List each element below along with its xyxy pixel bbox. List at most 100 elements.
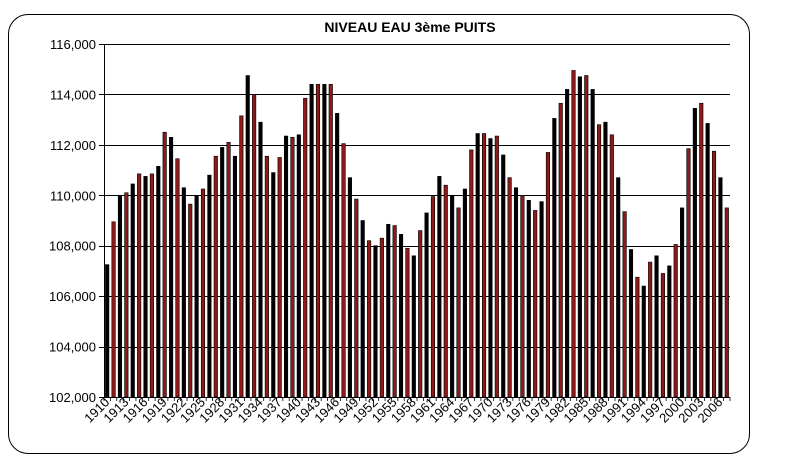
bar-1993: [635, 276, 640, 398]
y-tick-labels: 102,000 104,000 106,000 108,000 110,000 112,0…: [49, 37, 96, 405]
bar-1962: [437, 176, 442, 398]
bar-1965: [456, 207, 461, 398]
bar-1947: [341, 143, 346, 398]
bar-1970: [488, 138, 493, 398]
bar-1992: [628, 249, 634, 398]
y-tick-label: 106,000: [49, 289, 96, 304]
y-tick-label: 110,000: [50, 188, 96, 203]
bar-1925: [200, 188, 206, 398]
bar-1950: [360, 220, 365, 398]
bar-1928: [220, 147, 225, 398]
bar-1944: [322, 84, 327, 398]
bar-1990: [616, 177, 621, 398]
bar-2002: [692, 108, 697, 398]
bar-1922: [181, 187, 186, 398]
y-tick-label: 116,000: [50, 37, 96, 52]
x-tick-labels: 1910191319161919192219251928193119341937…: [81, 395, 725, 426]
bar-1924: [194, 194, 199, 398]
bar-1974: [513, 187, 519, 398]
bar-1914: [130, 183, 135, 398]
bar-1976: [526, 200, 531, 398]
y-tick-label: 112,000: [50, 138, 96, 153]
bar-1946: [335, 113, 340, 398]
bar-1948: [347, 177, 352, 398]
bar-1996: [654, 255, 659, 398]
bar-2001: [686, 148, 691, 398]
y-tick-label: 104,000: [49, 340, 96, 355]
bar-1945: [328, 84, 333, 398]
bar-1984: [577, 76, 582, 398]
bar-1979: [545, 152, 551, 398]
bar-1964: [450, 194, 455, 398]
bar-1981: [558, 102, 563, 398]
bar-1995: [648, 261, 653, 398]
bar-1973: [507, 177, 512, 398]
bar-1980: [552, 118, 557, 398]
bar-1942: [309, 84, 314, 398]
bar-1966: [462, 188, 467, 398]
bar-1959: [418, 230, 423, 398]
bar-1977: [533, 210, 538, 398]
bar-1958: [411, 255, 416, 398]
bar-1929: [226, 142, 231, 398]
bar-1919: [162, 131, 167, 398]
bar-1911: [111, 221, 116, 398]
bar-1978: [539, 201, 544, 398]
bar-1932: [245, 75, 250, 398]
bar-2005: [711, 150, 717, 398]
bar-1972: [501, 154, 506, 398]
bar-1938: [283, 135, 289, 398]
bar-1952: [373, 245, 378, 398]
axes: [99, 44, 731, 401]
bar-1921: [175, 158, 180, 398]
bar-1989: [609, 134, 614, 398]
bar-1943: [315, 84, 321, 398]
y-tick-label: 102,000: [49, 390, 96, 405]
bar-1982: [565, 89, 570, 398]
bar-1918: [156, 165, 161, 398]
bar-1920: [169, 136, 174, 398]
bar-1956: [398, 234, 404, 398]
bar-1986: [590, 89, 595, 398]
bar-1953: [379, 237, 384, 398]
bar-1940: [296, 134, 301, 398]
bar-2007: [724, 207, 729, 398]
bar-2000: [680, 207, 685, 398]
chart-title: NIVEAU EAU 3ème PUITS: [324, 19, 495, 35]
bar-1997: [660, 273, 665, 398]
bar-1926: [207, 174, 212, 398]
bar-1985: [584, 75, 589, 398]
bar-1937: [277, 157, 282, 398]
bar-1923: [188, 203, 193, 398]
y-tick-label: 114,000: [50, 87, 96, 102]
bar-1933: [252, 94, 257, 398]
bar-1968: [475, 133, 480, 398]
bars: [105, 70, 729, 398]
bar-1955: [392, 225, 397, 398]
bar-1975: [520, 194, 525, 398]
bar-1999: [673, 244, 678, 398]
bar-1930: [232, 155, 238, 398]
bar-1988: [603, 121, 608, 398]
bar-1936: [271, 172, 276, 398]
bar-1967: [469, 149, 474, 398]
bar-1949: [354, 198, 359, 398]
bar-1913: [124, 192, 129, 398]
bar-1912: [117, 194, 123, 398]
bar-1934: [258, 121, 263, 398]
bar-2006: [718, 177, 723, 398]
bar-1969: [482, 133, 487, 398]
bar-2004: [705, 123, 710, 398]
bar-1998: [667, 265, 672, 398]
bar-1935: [264, 155, 269, 398]
bar-2003: [699, 102, 704, 398]
bar-1971: [494, 135, 499, 398]
bar-1960: [424, 212, 429, 398]
bar-1954: [386, 223, 391, 398]
bar-1915: [137, 173, 142, 398]
bar-1963: [443, 184, 448, 398]
bar-1957: [405, 247, 410, 398]
bar-1941: [303, 97, 308, 398]
y-tick-label: 108,000: [49, 239, 96, 254]
